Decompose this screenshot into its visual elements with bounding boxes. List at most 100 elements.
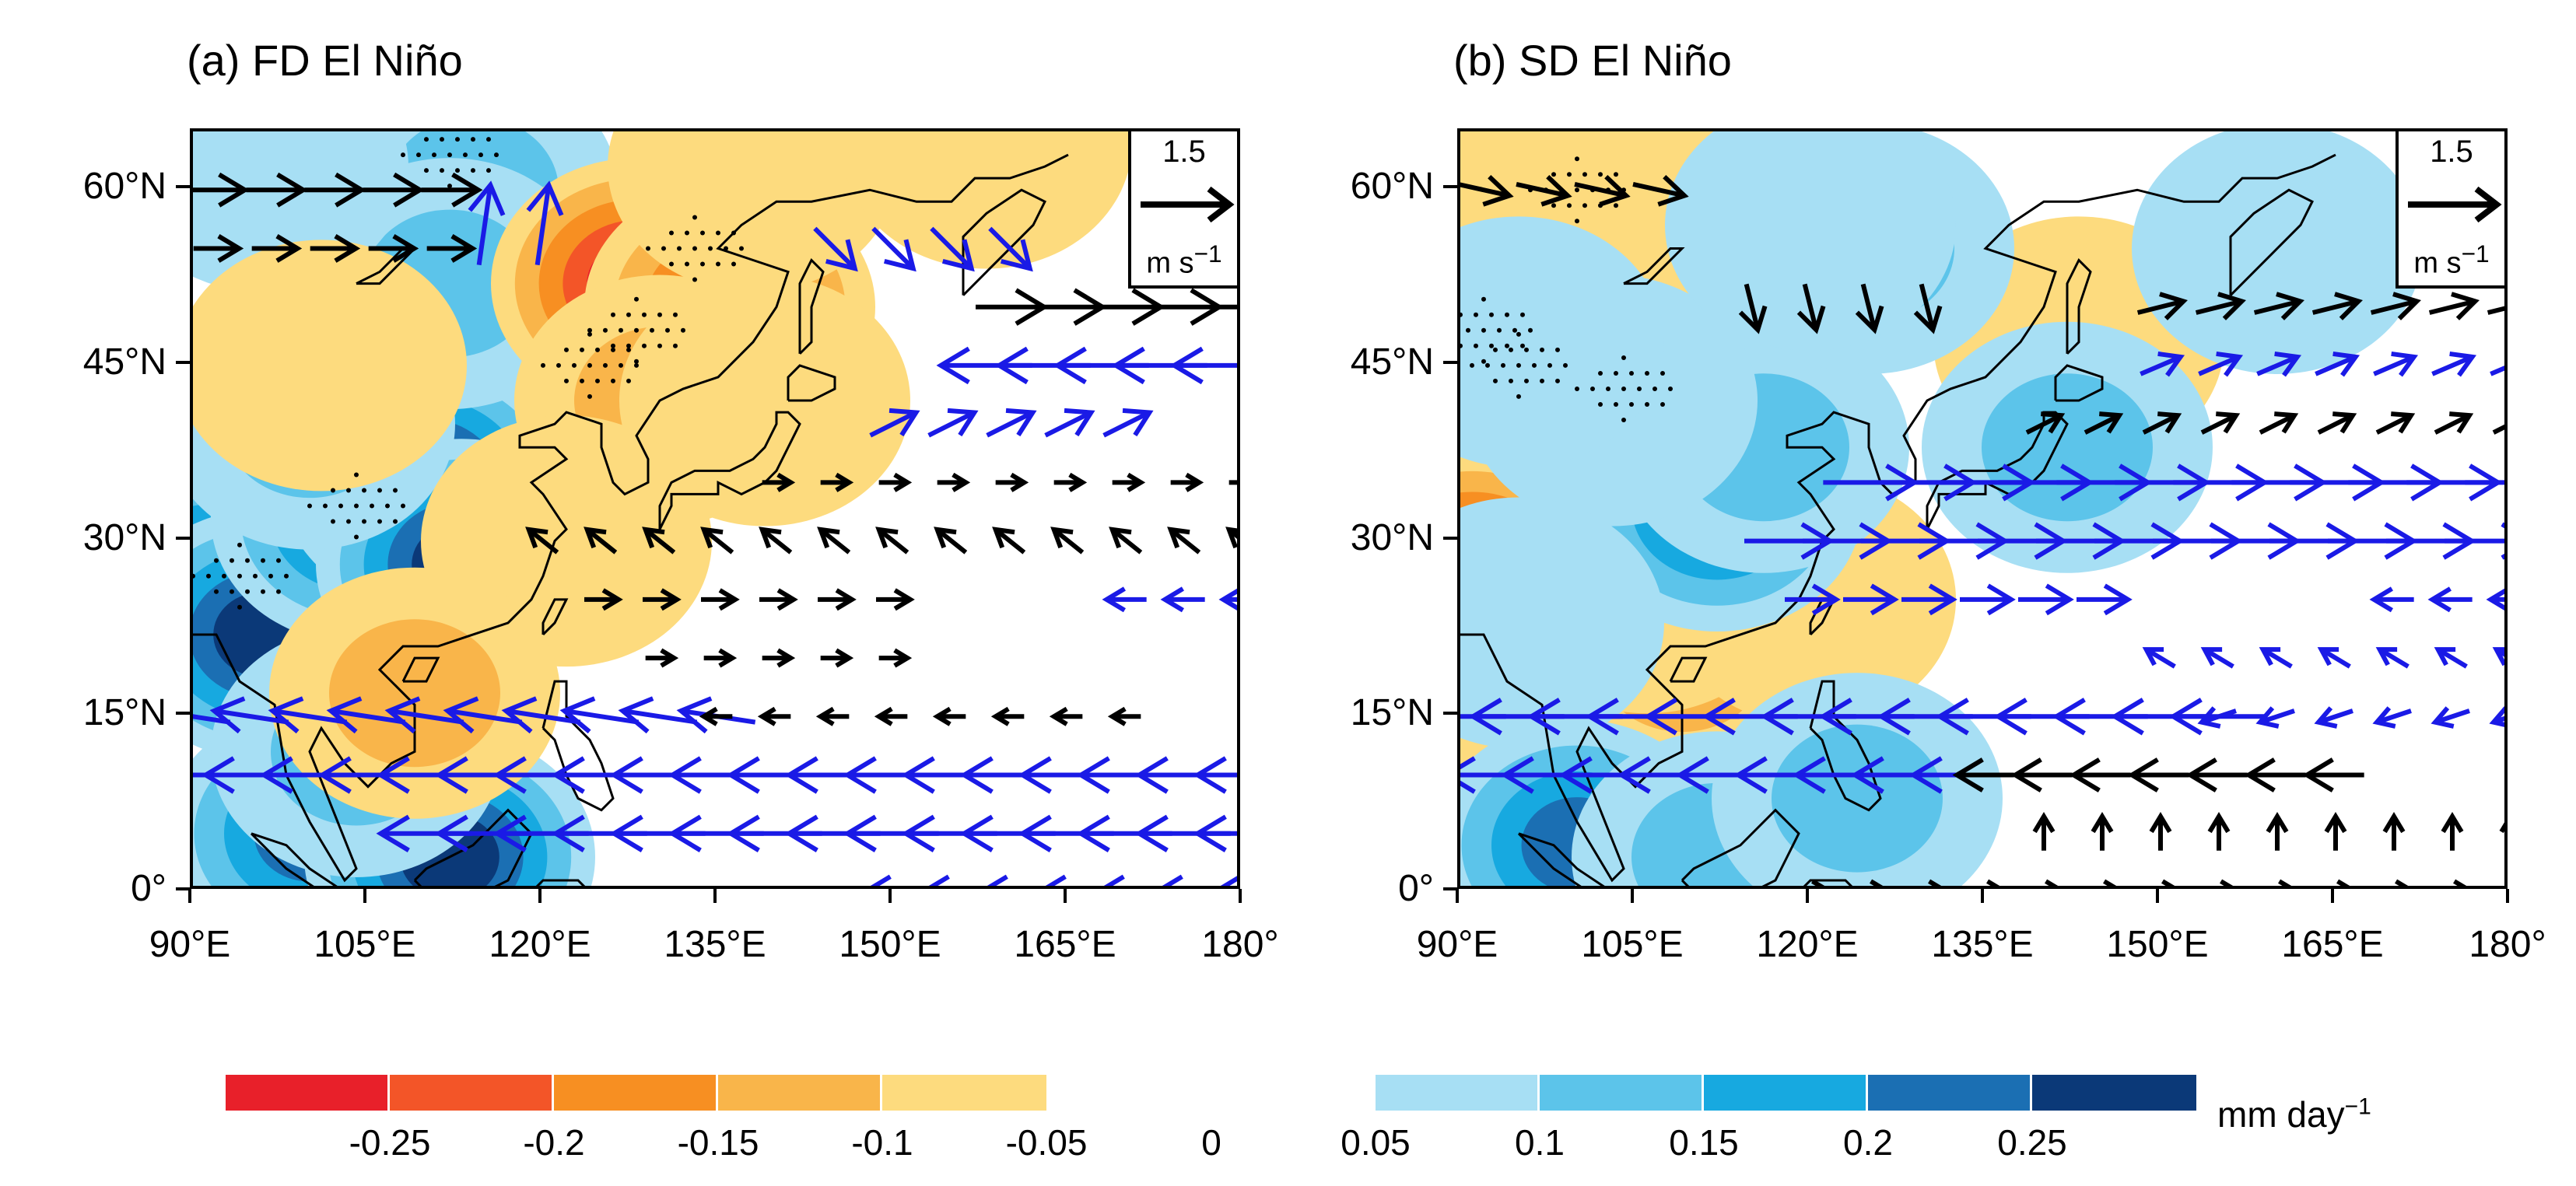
colorbar-swatch bbox=[1540, 1075, 1704, 1111]
lat-tick-label: 15°N bbox=[1350, 692, 1434, 734]
lon-tick-label: 105°E bbox=[314, 924, 416, 965]
stipple-dot bbox=[685, 261, 689, 267]
wind-vector bbox=[1738, 283, 1768, 334]
colorbar-swatch bbox=[882, 1075, 1046, 1111]
wind-vector bbox=[1785, 583, 1841, 616]
stipple-dot bbox=[1567, 203, 1572, 208]
lat-tick-label: 0° bbox=[131, 868, 166, 909]
significance-stipple bbox=[193, 137, 744, 610]
anomaly-contour bbox=[1665, 131, 1956, 351]
stipple-dot bbox=[1621, 355, 1626, 361]
wind-vector bbox=[986, 408, 1037, 438]
lon-tick-mark bbox=[1631, 889, 1634, 903]
colorbar-label: 0.25 bbox=[1997, 1122, 2067, 1163]
wind-vector bbox=[934, 527, 968, 555]
colorbar-zero-label: 0 bbox=[1201, 1122, 1221, 1163]
stipple-dot bbox=[447, 184, 452, 189]
wind-vector bbox=[2200, 647, 2234, 669]
lat-tick-mark bbox=[1443, 712, 1457, 715]
wind-vector bbox=[2311, 292, 2363, 320]
stipple-dot bbox=[1575, 219, 1579, 224]
wind-vector bbox=[2142, 411, 2182, 435]
stipple-dot bbox=[331, 519, 335, 524]
stipple-dot bbox=[455, 168, 460, 173]
wind-vector bbox=[1102, 408, 1154, 438]
stipple-dot bbox=[338, 503, 343, 509]
coastline bbox=[2066, 257, 2092, 355]
wind-vector bbox=[2324, 811, 2347, 851]
wind-vector bbox=[2140, 351, 2185, 377]
wind-vector bbox=[2486, 588, 2504, 610]
stipple-dot bbox=[669, 261, 674, 267]
coastline bbox=[658, 411, 801, 530]
wind-vector bbox=[1901, 583, 1957, 616]
stipple-dot bbox=[416, 152, 421, 158]
stipple-dot bbox=[692, 246, 697, 251]
wind-vector bbox=[2336, 879, 2350, 886]
stipple-dot bbox=[1474, 343, 1478, 348]
wind-vector bbox=[2375, 411, 2416, 435]
stipple-dot bbox=[700, 261, 705, 267]
stipple-dot bbox=[626, 378, 631, 383]
stipple-dot bbox=[739, 246, 744, 251]
wind-vector bbox=[1034, 288, 1107, 326]
stipple-dot bbox=[587, 327, 592, 333]
wind-vector bbox=[559, 696, 640, 734]
reference-arrow-a bbox=[1141, 186, 1235, 223]
wind-vector bbox=[759, 527, 793, 555]
wind-vector bbox=[878, 648, 913, 668]
wind-vector bbox=[976, 288, 1049, 326]
wind-vector bbox=[2302, 757, 2364, 792]
stipple-dot bbox=[1524, 378, 1529, 383]
stipple-dot bbox=[1520, 312, 1525, 317]
lon-tick-label: 90°E bbox=[1416, 924, 1498, 965]
stipple-dot bbox=[716, 230, 720, 236]
wind-vector bbox=[1044, 408, 1095, 438]
wind-vector bbox=[1574, 174, 1631, 207]
stipple-dot bbox=[1516, 362, 1521, 368]
stipple-dot bbox=[1501, 362, 1505, 368]
stipple-dot bbox=[362, 488, 366, 493]
stipple-dot bbox=[276, 589, 281, 594]
stipple-dot bbox=[1540, 347, 1544, 352]
coastlines bbox=[1460, 153, 2336, 886]
stipple-dot bbox=[669, 230, 674, 236]
stipple-dot bbox=[401, 503, 405, 509]
coastline bbox=[1517, 832, 1605, 886]
wind-vector bbox=[2314, 706, 2353, 729]
wind-vector bbox=[1170, 472, 1204, 492]
stipple-dot bbox=[471, 137, 475, 142]
stipple-dot bbox=[700, 230, 705, 236]
lon-tick-mark bbox=[2506, 889, 2509, 903]
stipple-dot bbox=[222, 573, 226, 579]
stipple-dot bbox=[619, 327, 623, 333]
wind-vector bbox=[1193, 756, 1237, 794]
wind-vector bbox=[304, 172, 366, 208]
stipple-dot bbox=[206, 573, 211, 579]
stipple-dot bbox=[1614, 371, 1618, 376]
stipple-dot bbox=[1481, 359, 1486, 364]
map-panel-a: 1.5 m s−1 bbox=[190, 128, 1240, 889]
stipple-dot bbox=[681, 327, 685, 333]
stipple-dot bbox=[572, 362, 577, 368]
lon-tick-label: 180° bbox=[2469, 924, 2546, 965]
stipple-dot bbox=[1660, 371, 1665, 376]
wind-vector bbox=[468, 180, 506, 266]
wind-vector bbox=[1928, 879, 1942, 886]
wind-vector bbox=[645, 648, 679, 668]
stipple-dot bbox=[478, 152, 483, 158]
lat-tick-label: 45°N bbox=[82, 341, 166, 383]
stipple-dot bbox=[1555, 347, 1560, 352]
stipple-dot bbox=[362, 519, 366, 524]
wind-vector bbox=[2259, 411, 2299, 435]
wind-vector bbox=[820, 472, 854, 492]
colorbar-swatch bbox=[1868, 1075, 2032, 1111]
colorbar-swatch bbox=[226, 1075, 390, 1111]
stipple-dot bbox=[1660, 402, 1665, 408]
stipple-dot bbox=[587, 362, 592, 368]
wind-vector bbox=[2373, 351, 2419, 377]
panel-b-title: (b) SD El Niño bbox=[1453, 36, 1732, 85]
stipple-dot bbox=[1614, 203, 1618, 208]
map-canvas-b bbox=[1460, 131, 2504, 886]
wind-vector bbox=[368, 234, 419, 263]
